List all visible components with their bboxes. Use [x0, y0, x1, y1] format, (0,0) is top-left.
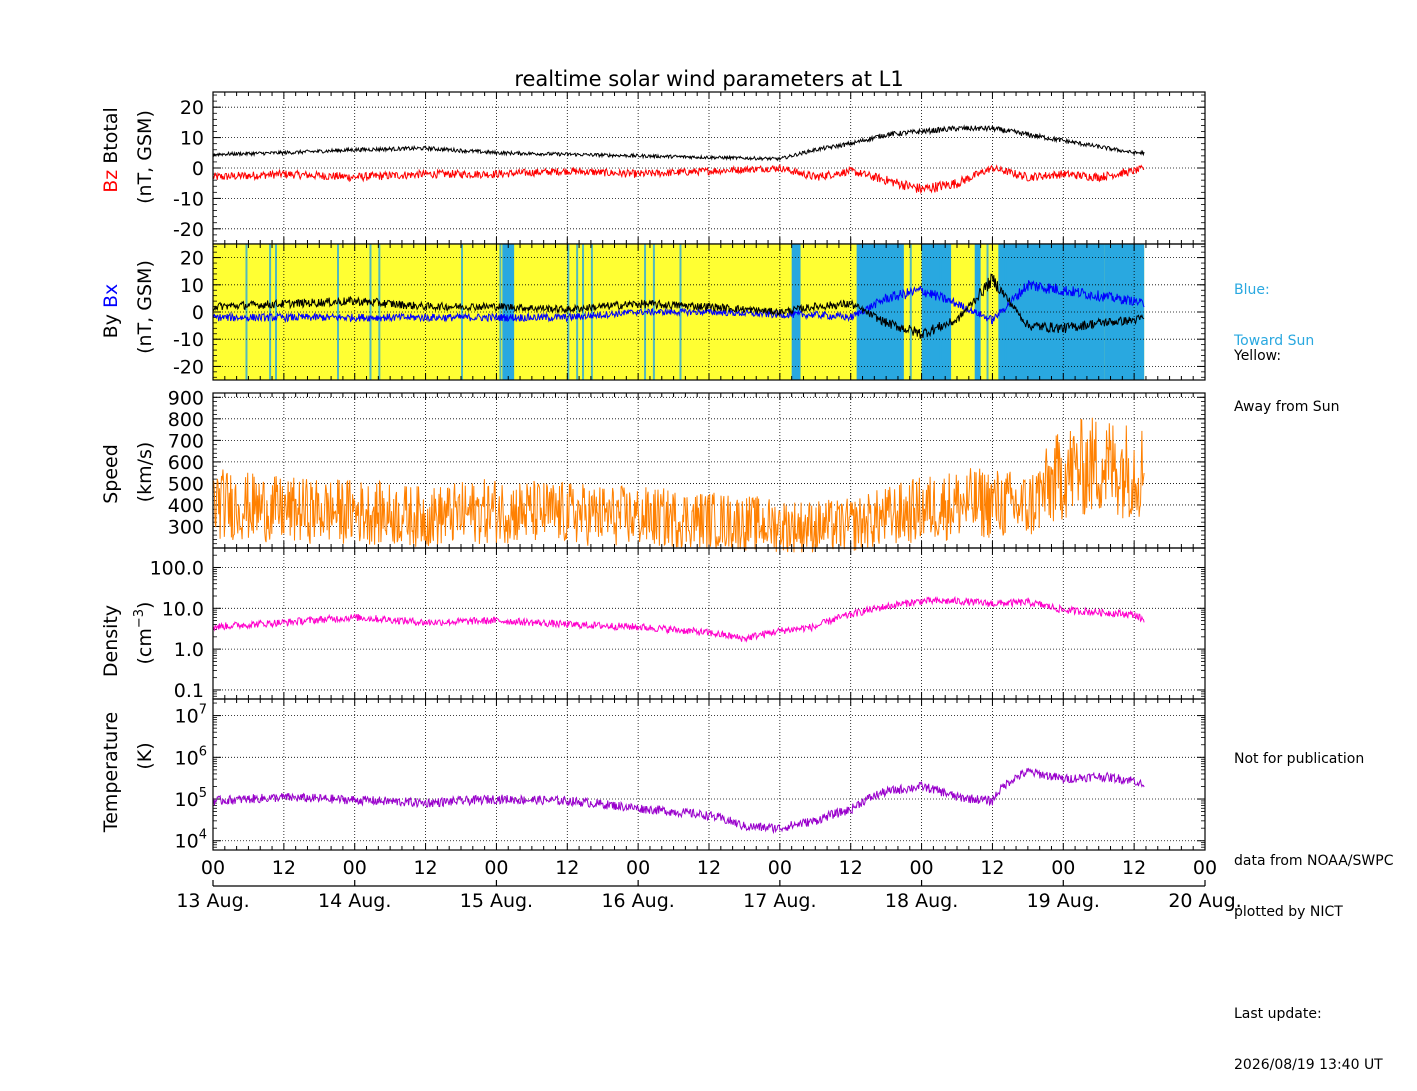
- ylabel-units-bxby: (nT, GSM): [134, 260, 156, 354]
- toward-sun-band: [856, 244, 904, 380]
- y-tick-label: 104: [175, 828, 207, 853]
- not-for-publication-note: Not for publication: [1234, 751, 1365, 767]
- x-date-label: 18 Aug.: [885, 890, 958, 912]
- y-tick-label: 300: [168, 516, 204, 538]
- ylabel-temperature: Temperature: [100, 712, 122, 833]
- y-tick-label: 0: [192, 302, 204, 324]
- series-line-by: [212, 273, 1145, 339]
- y-tick-label: -20: [173, 219, 204, 241]
- legend-toward-sun: Blue: Toward Sun: [1234, 248, 1314, 367]
- y-tick-label: 20: [180, 248, 204, 270]
- x-date-label: 19 Aug.: [1027, 890, 1100, 912]
- y-tick-label: 600: [168, 452, 204, 474]
- x-date-label: 16 Aug.: [601, 890, 674, 912]
- last-update-value: 2026/08/19 13:40 UT: [1234, 1057, 1383, 1073]
- x-date-label: 13 Aug.: [176, 890, 249, 912]
- y-tick-label: 900: [168, 387, 204, 409]
- x-hour-label: 12: [697, 857, 721, 879]
- solar-wind-chart: realtime solar wind parameters at L1 20 10…: [100, 67, 1242, 912]
- data-source-note: data from NOAA/SWPC: [1234, 853, 1394, 869]
- ylabel-speed-units: (km/s): [134, 442, 156, 503]
- x-hour-label: 00: [768, 857, 792, 879]
- series-line-temperature: [212, 767, 1145, 835]
- series-line-speed: [212, 417, 1145, 553]
- series-line-btotal: [212, 124, 1145, 162]
- plotted-by-note: plotted by NICT: [1234, 904, 1343, 920]
- y-tick-label: 20: [180, 97, 204, 119]
- y-tick-label: 0.1: [174, 680, 204, 702]
- series-line-bx: [212, 280, 1145, 325]
- x-date-label: 17 Aug.: [743, 890, 816, 912]
- x-hour-label: 12: [413, 857, 437, 879]
- ylabel-temperature-units: (K): [134, 742, 156, 769]
- y-tick-label: 500: [168, 473, 204, 495]
- credits-block: Not for publication data from NOAA/SWPC …: [1234, 717, 1393, 1091]
- toward-sun-flicker: [679, 244, 682, 380]
- y-tick-label: 800: [168, 409, 204, 431]
- ylabel-density-units: (cm−3): [132, 602, 156, 665]
- y-tick-label: 0: [192, 158, 204, 180]
- chart-title: realtime solar wind parameters at L1: [514, 67, 903, 91]
- x-hour-label: 00: [909, 857, 933, 879]
- legend-yellow-label: Yellow:: [1234, 348, 1282, 364]
- legend-blue-desc: Toward Sun: [1234, 333, 1315, 349]
- toward-sun-flicker: [652, 244, 655, 380]
- ylabel-btotal-bz: Bz Btotal: [100, 107, 122, 193]
- toward-sun-flicker: [567, 244, 570, 380]
- toward-sun-flicker: [582, 244, 585, 380]
- ylabel-units-b: (nT, GSM): [134, 110, 156, 204]
- y-tick-label: -10: [173, 329, 204, 351]
- y-tick-label: 105: [175, 786, 207, 811]
- y-tick-label: 10: [180, 275, 204, 297]
- x-hour-label: 12: [839, 857, 863, 879]
- y-tick-label: 400: [168, 495, 204, 517]
- legend-blue-label: Blue:: [1234, 282, 1270, 298]
- toward-sun-flicker: [337, 244, 339, 380]
- y-tick-label: 106: [175, 744, 207, 769]
- x-hour-label: 12: [272, 857, 296, 879]
- ylabel-speed: Speed: [100, 444, 122, 504]
- x-hour-label: 00: [1051, 857, 1075, 879]
- toward-sun-band: [502, 244, 515, 380]
- y-tick-label: 107: [175, 703, 207, 728]
- y-tick-label: 100.0: [150, 557, 204, 579]
- toward-sun-flicker: [576, 244, 579, 380]
- toward-sun-flicker: [939, 244, 942, 380]
- last-update-label: Last update:: [1234, 1006, 1322, 1022]
- legend-yellow-desc: Away from Sun: [1234, 399, 1340, 415]
- panel-frame: [212, 243, 1206, 381]
- ylabel-density: Density: [100, 605, 122, 677]
- series-line-density: [212, 595, 1145, 643]
- series-line-bz: [212, 164, 1145, 195]
- panel-frame: [212, 698, 1206, 851]
- y-tick-label: -20: [173, 356, 204, 378]
- x-hour-label: 00: [343, 857, 367, 879]
- toward-sun-flicker: [499, 244, 502, 380]
- x-hour-label: 12: [555, 857, 579, 879]
- toward-sun-band: [974, 244, 981, 380]
- ylabel-bx-by: By Bx: [100, 284, 122, 339]
- toward-sun-flicker: [378, 244, 381, 380]
- x-hour-label: 00: [1193, 857, 1217, 879]
- x-hour-label: 12: [1122, 857, 1146, 879]
- x-hour-label: 00: [484, 857, 508, 879]
- legend-away-sun: Yellow: Away from Sun: [1234, 314, 1339, 433]
- toward-sun-flicker: [909, 244, 912, 380]
- toward-sun-flicker: [369, 244, 372, 380]
- x-date-label: 14 Aug.: [318, 890, 391, 912]
- x-date-label: 20 Aug.: [1168, 890, 1241, 912]
- y-tick-label: 700: [168, 430, 204, 452]
- y-tick-label: 10.0: [162, 598, 204, 620]
- y-tick-label: 1.0: [174, 639, 204, 661]
- x-hour-label: 00: [201, 857, 225, 879]
- y-tick-label: -10: [173, 188, 204, 210]
- y-tick-label: 10: [180, 128, 204, 150]
- x-hour-label: 12: [980, 857, 1004, 879]
- x-date-label: 15 Aug.: [460, 890, 533, 912]
- x-hour-label: 00: [626, 857, 650, 879]
